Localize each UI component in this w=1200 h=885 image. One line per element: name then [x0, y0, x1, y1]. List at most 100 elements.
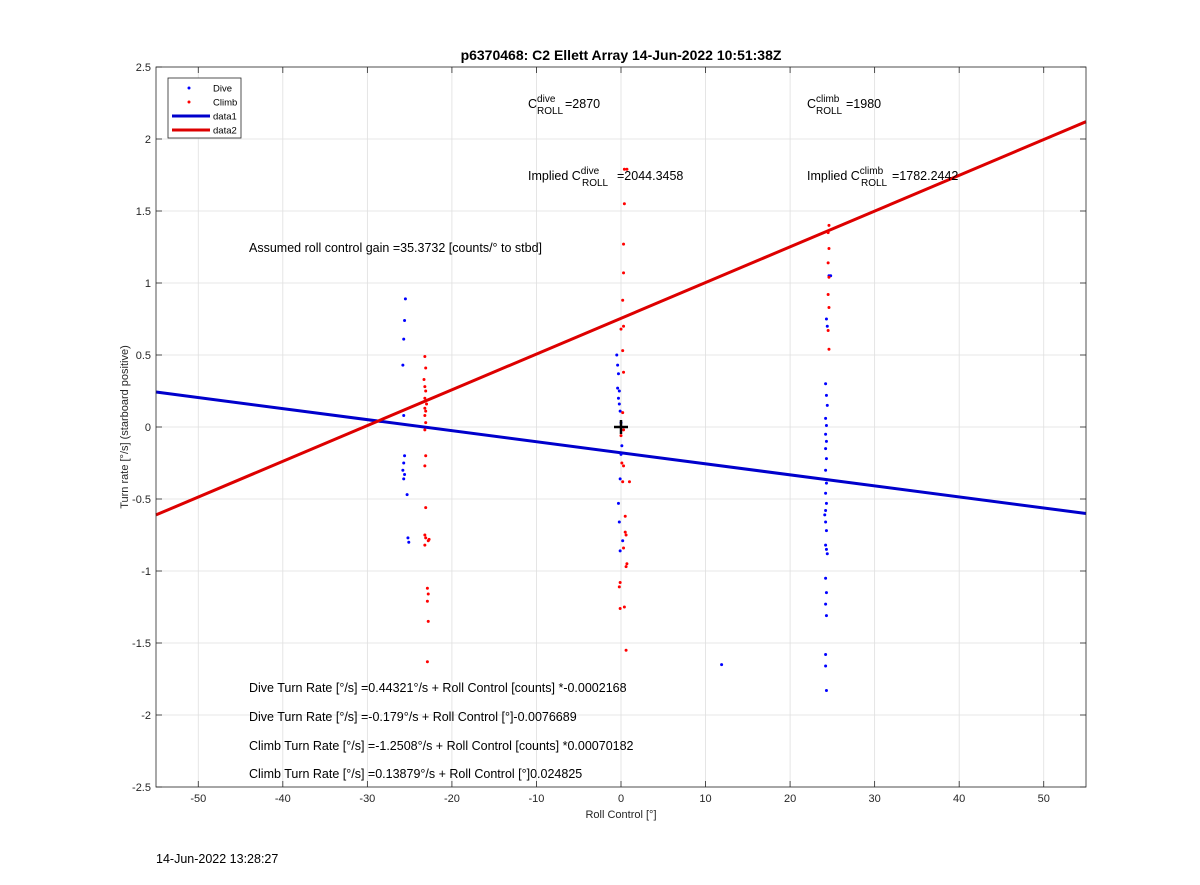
legend-data1-label: data1 — [213, 112, 237, 123]
point-climb — [424, 409, 428, 413]
point-climb — [827, 223, 831, 227]
y-axis-label: Turn rate [°/s] (starboard positive) — [119, 345, 131, 509]
axis-ticks: -50 -40 -30 -20 -10 0 10 20 30 40 50-2.5-2-1.5-1-0… — [132, 62, 1086, 805]
point-climb — [623, 514, 627, 518]
point-dive — [825, 403, 829, 407]
y-tick-label: -1.5 — [132, 638, 151, 650]
x-axis-label: Roll Control [°] — [585, 809, 656, 821]
point-dive — [824, 520, 828, 524]
point-dive — [405, 493, 409, 497]
point-dive — [616, 372, 620, 376]
point-dive — [402, 337, 406, 341]
point-climb — [424, 366, 428, 370]
point-dive — [403, 318, 407, 322]
dive-equation-degrees: Dive Turn Rate [°/s] =-0.179°/s + Roll C… — [249, 710, 577, 724]
point-dive — [824, 317, 828, 321]
point-climb — [425, 660, 429, 664]
point-dive — [825, 324, 829, 328]
point-climb — [622, 605, 626, 609]
point-climb — [424, 536, 428, 540]
point-dive — [824, 689, 828, 693]
point-climb — [422, 377, 426, 381]
point-dive — [824, 509, 828, 513]
x-tick-label: -10 — [529, 793, 545, 805]
x-tick-label: 10 — [699, 793, 711, 805]
point-dive — [824, 576, 828, 580]
point-dive — [401, 363, 405, 367]
point-dive — [616, 363, 620, 367]
dive-equation-counts: Dive Turn Rate [°/s] =0.44321°/s + Roll … — [249, 681, 627, 695]
point-climb — [826, 293, 830, 297]
point-dive — [824, 653, 828, 657]
point-climb — [423, 543, 427, 547]
point-climb — [619, 434, 623, 438]
point-climb — [423, 354, 427, 358]
point-climb — [423, 396, 427, 400]
x-tick-label: 0 — [618, 793, 624, 805]
point-dive — [615, 353, 619, 357]
point-climb — [426, 619, 430, 623]
point-climb — [623, 530, 627, 534]
point-climb — [625, 167, 629, 171]
point-climb — [423, 464, 427, 468]
point-dive — [824, 501, 828, 505]
chart-title: p6370468: C2 Ellett Array 14-Jun-2022 10… — [461, 47, 782, 63]
axes-box — [155, 66, 1087, 788]
y-tick-label: 0.5 — [136, 350, 151, 362]
point-dive — [402, 413, 406, 417]
point-climb — [619, 327, 623, 331]
point-dive — [618, 409, 622, 413]
point-dive — [407, 540, 411, 544]
point-climb — [622, 464, 626, 468]
point-dive — [824, 602, 828, 606]
point-dive — [617, 520, 621, 524]
point-climb — [423, 406, 427, 410]
point-climb — [621, 349, 625, 353]
point-dive — [403, 297, 407, 301]
point-dive — [616, 501, 620, 505]
point-dive — [619, 452, 623, 456]
y-tick-label: -0.5 — [132, 494, 151, 506]
point-climb — [624, 648, 628, 652]
y-tick-label: 0 — [145, 422, 151, 434]
y-tick-label: 2.5 — [136, 62, 151, 74]
point-climb — [423, 533, 427, 537]
point-climb — [627, 480, 631, 484]
point-dive — [618, 477, 622, 481]
legend-dive-label: Dive — [213, 84, 232, 95]
x-tick-label: 30 — [869, 793, 881, 805]
legend-dive-marker — [187, 86, 191, 90]
point-climb — [622, 428, 626, 432]
legend-data2-label: data2 — [213, 126, 237, 137]
point-climb — [425, 586, 429, 590]
x-tick-label: -40 — [275, 793, 291, 805]
c-dive-annotation: Cdive ROLL=2870 — [528, 94, 600, 117]
point-climb — [622, 324, 626, 328]
point-climb — [424, 454, 428, 458]
point-climb — [621, 298, 625, 302]
point-climb — [826, 261, 830, 265]
point-climb — [622, 167, 626, 171]
point-dive — [824, 481, 828, 485]
point-climb — [426, 592, 430, 596]
fit-line-data2 — [155, 120, 1087, 517]
implied-climb-annotation: Implied Cclimb ROLL=1782.2442 — [807, 166, 958, 189]
point-climb — [622, 202, 626, 206]
point-climb — [624, 565, 628, 569]
point-dive — [403, 473, 407, 477]
point-dive — [824, 393, 828, 397]
point-dive — [824, 491, 828, 495]
point-climb — [423, 385, 427, 389]
point-dive — [825, 552, 829, 556]
point-climb — [622, 271, 626, 275]
point-dive — [824, 529, 828, 533]
point-dive — [617, 389, 621, 393]
legend-climb-marker — [187, 100, 191, 104]
footer-timestamp: 14-Jun-2022 13:28:27 — [156, 852, 279, 866]
point-dive — [403, 454, 407, 458]
point-dive — [824, 468, 828, 472]
point-dive — [824, 591, 828, 595]
point-climb — [827, 275, 831, 279]
x-tick-label: -20 — [444, 793, 460, 805]
